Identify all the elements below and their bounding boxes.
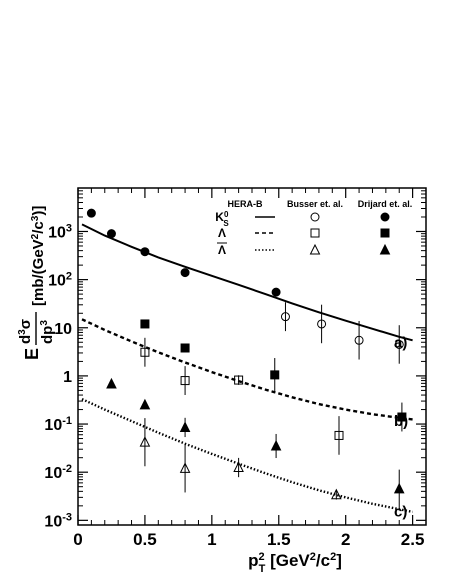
data-point-circle — [180, 268, 190, 278]
tick-labels: 0 0.5 1 1.5 2 2.5 10-3 10-2 10-1 1 10 102 103 — [44, 222, 424, 549]
data-point-square — [270, 370, 280, 380]
legend-marker-filled — [380, 228, 390, 238]
curve-dotted — [81, 398, 413, 514]
legend-marker-open — [310, 228, 320, 238]
data-point-circle — [394, 339, 404, 349]
y-tick-label: 103 — [48, 222, 72, 241]
legend: HERA-B Busser et. al. Drijard et. al.K0 SΛΛ — [215, 199, 412, 257]
legend-column-header: Busser et. al. — [287, 199, 343, 209]
svg-text:d3σ: d3σ — [17, 319, 35, 344]
svg-text:[mb/(GeV2/c3)]: [mb/(GeV2/c3)] — [30, 206, 48, 306]
data-point-square — [140, 319, 150, 329]
y-tick-label: 10-1 — [44, 415, 72, 434]
legend-column-header: Drijard et. al. — [358, 199, 413, 209]
legend-particle-label: Λ — [218, 243, 226, 257]
data-point-triangle — [393, 482, 405, 494]
data-point-triangle — [106, 377, 117, 389]
x-axis-label: p2 T [GeV2/c2] — [248, 551, 342, 575]
data-point-square — [180, 376, 190, 386]
curve-dashed — [81, 318, 413, 421]
data-point-circle — [271, 287, 281, 297]
y-tick-label: 102 — [48, 271, 72, 290]
data-point-square — [180, 343, 190, 353]
plot-frame — [77, 187, 427, 526]
legend-marker-open — [310, 212, 320, 222]
x-tick-label: 0 — [73, 530, 82, 549]
svg-text:dp3: dp3 — [39, 320, 57, 344]
data-point-square — [234, 375, 244, 385]
legend-particle-label: Λ — [218, 226, 226, 240]
data-point-triangle — [179, 421, 191, 432]
curve-solid — [81, 223, 413, 342]
y-tick-label: 1 — [63, 369, 72, 386]
data-point-triangle — [233, 461, 244, 473]
x-tick-label: 0.5 — [133, 530, 157, 549]
data-point-triangle — [270, 439, 282, 451]
y-tick-label: 10-2 — [44, 463, 72, 482]
legend-column-header: HERA-B — [228, 199, 263, 209]
curve-tags: a) b) c) — [394, 334, 408, 520]
curve-tag-label: a) — [394, 334, 407, 351]
data-point-circle — [280, 312, 290, 322]
data-point-triangle — [331, 488, 342, 500]
curve-tag-label: c) — [394, 504, 407, 521]
data-point-square — [140, 347, 150, 357]
data-point-triangle — [179, 462, 191, 473]
y-axis-label: E d3σ dp3 [mb/(GeV2/c3)] — [17, 206, 57, 360]
y-tick-label: 10-3 — [44, 511, 72, 530]
data-point-circle — [317, 319, 327, 329]
data-points — [86, 208, 407, 509]
y-tick-label: 10 — [54, 321, 72, 338]
data-point-square — [334, 430, 344, 440]
x-tick-label: 1 — [207, 530, 216, 549]
x-tick-label: 1.5 — [267, 530, 291, 549]
legend-particle-label: K0 S — [215, 210, 229, 228]
data-point-triangle — [139, 398, 151, 410]
x-tick-label: 2 — [341, 530, 350, 549]
data-point-square — [397, 412, 407, 422]
data-point-circle — [106, 229, 116, 239]
x-tick-label: 2.5 — [401, 530, 425, 549]
data-point-circle — [140, 247, 150, 257]
data-point-circle — [354, 335, 364, 345]
curve-tag-label: b) — [394, 413, 408, 430]
svg-text:E: E — [22, 348, 42, 360]
legend-marker-filled — [379, 243, 391, 255]
data-point-triangle — [139, 436, 151, 447]
legend-marker-open — [309, 243, 321, 255]
legend-marker-filled — [380, 212, 390, 222]
data-point-circle — [86, 208, 96, 218]
axis-ticks — [77, 187, 426, 525]
model-curves — [81, 223, 413, 514]
